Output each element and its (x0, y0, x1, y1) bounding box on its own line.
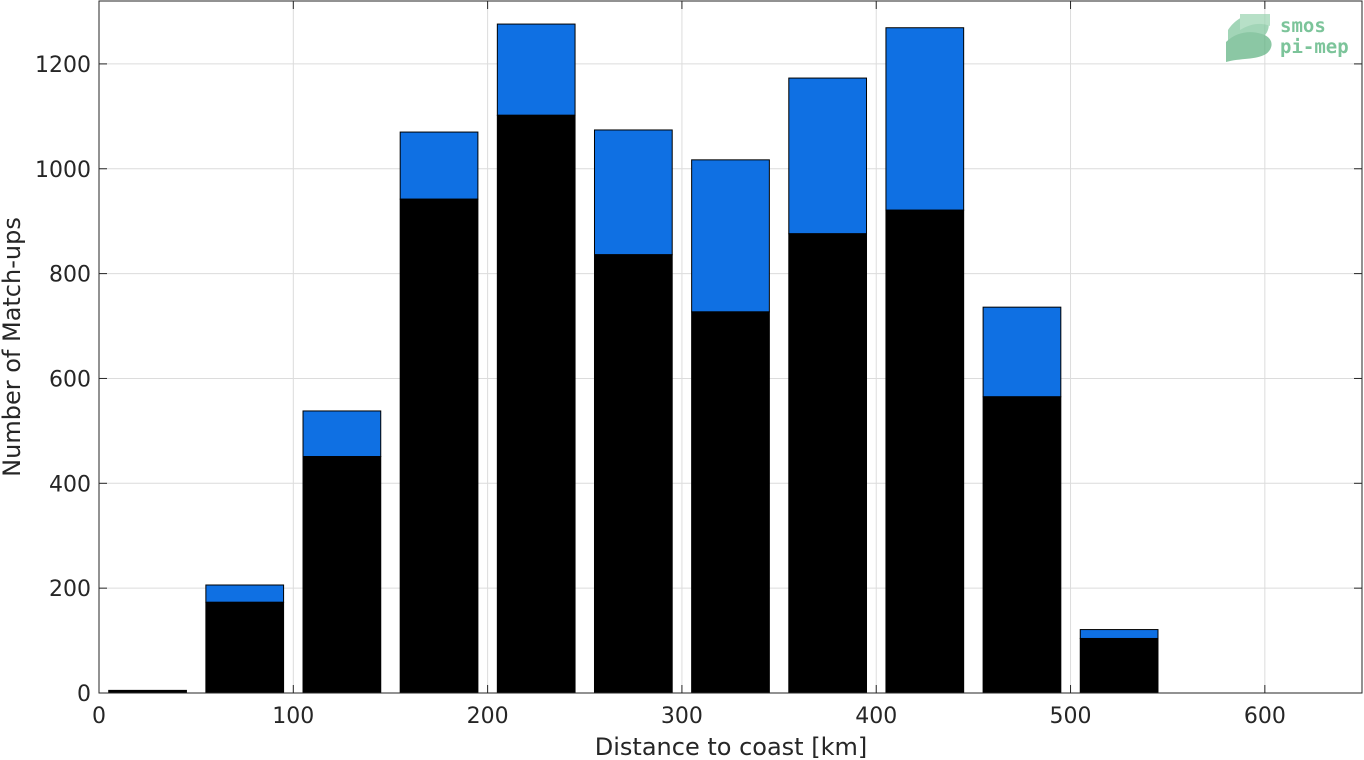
bar-upper-segment (885, 27, 965, 211)
y-tick-label: 1200 (35, 53, 91, 78)
bar-lower-segment (399, 198, 479, 694)
bar-lower-segment (691, 311, 770, 694)
x-tick-label: 600 (1244, 704, 1286, 729)
y-tick-label: 600 (49, 367, 91, 392)
bar-upper-segment (691, 159, 770, 313)
bar-upper-segment (788, 77, 868, 235)
bar-lower-segment (496, 114, 576, 694)
bar-lower-segment (1079, 637, 1159, 694)
y-tick-label: 200 (49, 577, 91, 602)
bar-lower-segment (982, 396, 1062, 694)
x-tick-label: 400 (855, 704, 897, 729)
smos-pi-mep-logo: smos pi-mep (1226, 14, 1349, 62)
x-tick-label: 200 (467, 704, 509, 729)
bar-upper-segment (593, 129, 673, 256)
y-tick-label: 0 (77, 682, 91, 707)
plot-frame (98, 0, 1363, 694)
y-tick-label: 800 (49, 263, 91, 288)
x-tick-label: 300 (661, 704, 703, 729)
y-axis-title: Number of Match-ups (0, 217, 26, 477)
axis-ticks: 0 100 200 300 400 500 600 0 200 400 600 800 1000 1200 (35, 1, 1362, 729)
bar-upper-segment (302, 410, 382, 458)
bar-lower-segment (885, 209, 965, 694)
y-tick-label: 1000 (35, 158, 91, 183)
logo-text-line1: smos (1280, 15, 1326, 37)
bar-upper-segment (399, 131, 479, 200)
bars-layer (108, 23, 1159, 694)
y-tick-label: 400 (49, 472, 91, 497)
x-tick-label: 100 (272, 704, 314, 729)
bar-upper-segment (496, 23, 576, 116)
x-axis-title: Distance to coast [km] (595, 733, 867, 760)
x-tick-label: 500 (1050, 704, 1092, 729)
bar-lower-segment (205, 601, 285, 694)
bar-upper-segment (982, 306, 1062, 398)
bar-lower-segment (788, 233, 868, 694)
bar-upper-segment (205, 584, 285, 603)
bar-lower-segment (302, 456, 382, 694)
bar-lower-segment (593, 254, 673, 694)
bar-upper-segment (1079, 629, 1159, 639)
x-tick-label: 0 (92, 704, 106, 729)
logo-waves-icon (1226, 14, 1272, 62)
logo-text-line2: pi-mep (1280, 36, 1349, 58)
